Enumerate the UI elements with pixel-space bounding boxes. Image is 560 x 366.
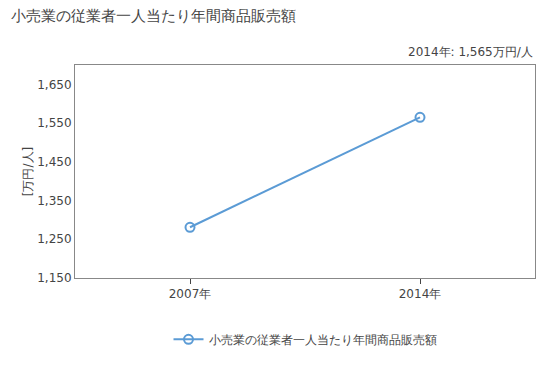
svg-text:小売業の従業者一人当たり年間商品販売額: 小売業の従業者一人当たり年間商品販売額 [209, 333, 437, 347]
svg-text:[万円/人]: [万円/人] [21, 147, 35, 196]
svg-text:小売業の従業者一人当たり年間商品販売額: 小売業の従業者一人当たり年間商品販売額 [11, 7, 296, 25]
svg-text:1,150: 1,150 [37, 271, 71, 285]
svg-text:1,650: 1,650 [37, 78, 71, 92]
svg-text:2014年: 2014年 [399, 287, 442, 301]
svg-text:1,250: 1,250 [37, 232, 71, 246]
svg-text:1,350: 1,350 [37, 194, 71, 208]
svg-text:2007年: 2007年 [169, 287, 212, 301]
svg-text:2014年: 1,565万円/人: 2014年: 1,565万円/人 [408, 45, 533, 59]
svg-text:1,450: 1,450 [37, 155, 71, 169]
svg-text:1,550: 1,550 [37, 116, 71, 130]
